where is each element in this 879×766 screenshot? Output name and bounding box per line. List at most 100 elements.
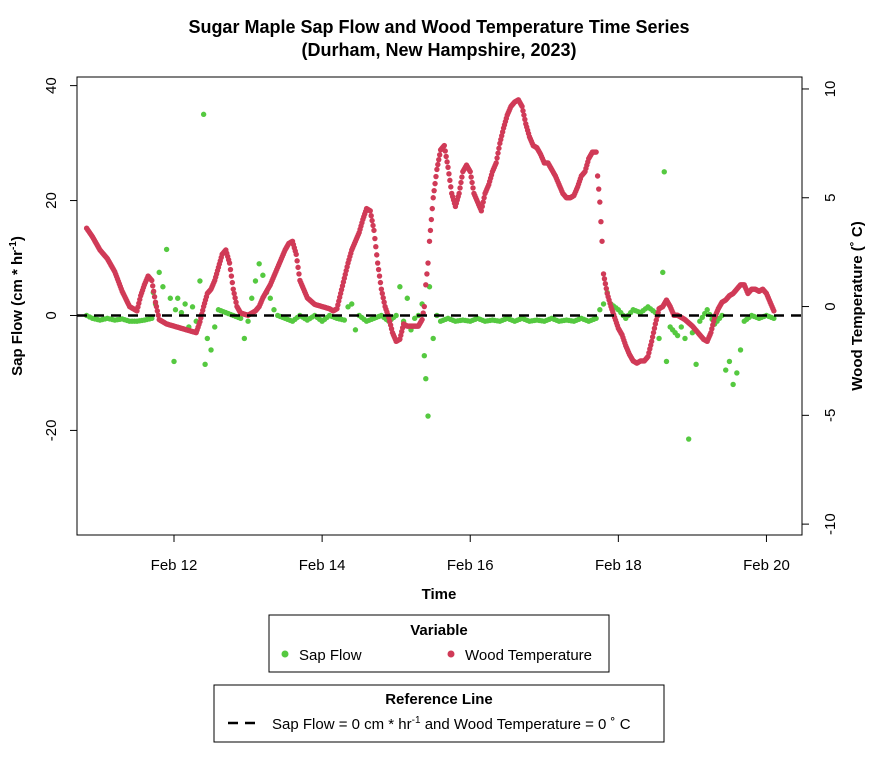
sap-flow-point	[597, 307, 603, 313]
wood-temperature-point	[436, 156, 442, 163]
wood-temperature-point	[494, 155, 500, 161]
x-tick-label: Feb 12	[151, 557, 198, 574]
sap-flow-point	[241, 335, 248, 342]
wood-temperature-point	[150, 283, 156, 289]
wood-temperature-point	[228, 273, 235, 279]
sap-flow-point	[349, 301, 355, 307]
wood-temperature-point	[432, 180, 438, 187]
sap-flow-point	[704, 307, 710, 313]
sap-flow-point	[172, 307, 179, 313]
sap-flow-point	[730, 381, 736, 388]
wood-temperature-point	[423, 282, 429, 288]
wood-temperature-point	[496, 145, 502, 151]
sap-flow-point	[404, 295, 410, 301]
sap-flow-point	[237, 315, 244, 322]
sap-flow-point	[425, 413, 431, 419]
sap-flow-point	[204, 335, 211, 342]
wood-temperature-point	[155, 312, 161, 318]
wood-temperature-point	[430, 195, 436, 201]
wood-temperature-point	[493, 160, 499, 166]
y-right-tick-label: -5	[822, 409, 839, 422]
wood-temperature-point	[447, 177, 453, 184]
sap-flow-point	[421, 353, 428, 359]
wood-temperature-point	[448, 184, 454, 190]
wood-temperature-point	[371, 227, 377, 234]
sap-flow-point	[430, 335, 436, 342]
chart-title-line-2: (Durham, New Hampshire, 2023)	[301, 40, 576, 60]
sap-flow-point	[256, 261, 262, 267]
legend-sap-flow-label: Sap Flow	[299, 647, 362, 664]
wood-temperature-point	[651, 325, 658, 332]
wood-temperature-point	[597, 199, 603, 205]
sap-flow-point	[189, 304, 196, 310]
wood-temperature-point	[599, 238, 605, 244]
sap-flow-point	[182, 301, 188, 307]
wood-temperature-point	[650, 329, 657, 336]
wood-temperature-point	[369, 217, 375, 224]
wood-temperature-point	[648, 338, 655, 345]
wood-temperature-point	[649, 334, 656, 340]
x-axis-title: Time	[422, 586, 457, 603]
y-left-tick-label: -20	[43, 420, 60, 442]
x-tick-label: Feb 18	[595, 557, 642, 574]
sap-flow-point	[267, 295, 273, 301]
wood-temperature-point	[433, 173, 439, 180]
y-right-tick-label: -10	[822, 513, 839, 535]
series-sap-flow	[83, 111, 777, 442]
wood-temperature-point	[373, 244, 379, 250]
legend-variable: Variable Sap Flow Wood Temperature	[268, 614, 610, 673]
wood-temperature-point	[444, 159, 450, 165]
wood-temperature-point	[295, 264, 301, 271]
wood-temperature-point	[435, 161, 441, 168]
wood-temperature-point	[233, 299, 239, 305]
sap-flow-point	[260, 272, 266, 278]
wood-temperature-point	[424, 271, 430, 277]
sap-flow-point	[661, 169, 667, 175]
wood-temperature-point	[467, 168, 473, 175]
y-axis-right-title: Wood Temperature (˚ C)	[849, 221, 866, 390]
wood-temperature-point	[154, 308, 161, 314]
wood-temperature-point	[425, 260, 431, 266]
wood-temperature-point	[231, 290, 237, 297]
wood-temperature-point	[151, 294, 158, 300]
wood-temperature-point	[230, 286, 236, 292]
legend-variable-title: Variable	[410, 622, 468, 639]
wood-temperature-point	[426, 238, 433, 244]
wood-temperature-point	[481, 195, 487, 201]
sap-flow-point	[656, 335, 662, 342]
wood-temperature-point	[431, 187, 437, 194]
wood-temperature-point	[522, 116, 528, 123]
wood-temperature-point	[593, 149, 599, 155]
wood-temperature-point	[598, 218, 604, 225]
y-right-tick-label: 10	[822, 81, 839, 98]
wood-temperature-point	[429, 205, 435, 212]
wood-temperature-point	[445, 164, 451, 170]
sap-flow-point	[678, 324, 684, 330]
sap-flow-point	[178, 309, 185, 316]
sap-flow-point	[723, 367, 729, 373]
y-axis-left: 40 20 0 -20	[43, 77, 78, 442]
sap-flow-point	[393, 312, 399, 319]
wood-temperature-point	[296, 271, 302, 277]
wood-temperature-point	[227, 266, 234, 273]
wood-temperature-point	[519, 103, 525, 110]
sap-flow-point	[208, 347, 214, 353]
sap-flow-point	[197, 278, 203, 284]
sap-flow-point	[699, 314, 705, 321]
wood-temperature-point	[771, 308, 777, 314]
wood-temperature-point	[377, 279, 384, 286]
sap-flow-point	[252, 278, 259, 284]
wood-temperature-point	[446, 171, 452, 177]
wood-temperature-point	[226, 260, 233, 266]
wood-temperature-point	[293, 251, 299, 258]
y-right-tick-label: 5	[822, 194, 839, 202]
wood-temperature-point	[427, 227, 434, 234]
wood-temperature-point	[600, 271, 607, 277]
legend-reference-title: Reference Line	[385, 691, 493, 708]
wood-temperature-point	[370, 222, 376, 229]
wood-temperature-point	[442, 148, 448, 154]
wood-temperature-point	[378, 286, 385, 292]
wood-temperature-point	[520, 108, 526, 114]
sap-flow-point	[663, 358, 670, 365]
wood-temperature-point	[479, 203, 485, 210]
